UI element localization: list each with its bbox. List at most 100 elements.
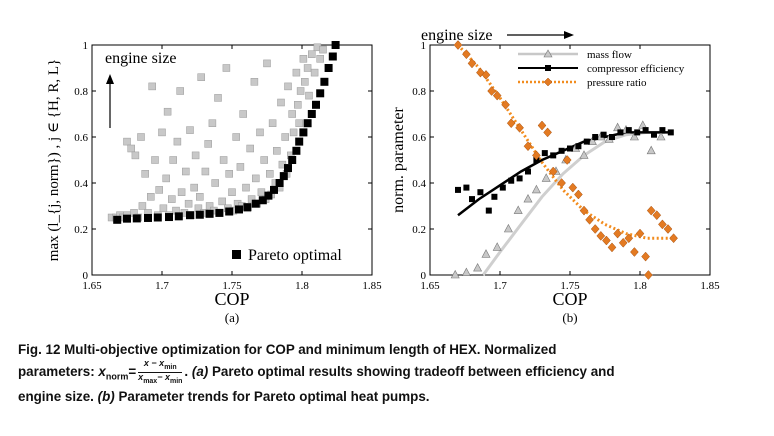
point-series-0 — [138, 202, 147, 210]
caption-fraction: x − xmin xmax− xmin — [138, 358, 183, 386]
caption-frac-num-sub: min — [164, 363, 177, 371]
point-compressor-efficiency — [667, 129, 674, 136]
point-compressor-efficiency — [609, 134, 615, 140]
point-series-0 — [295, 119, 303, 127]
point-pressure-ratio — [532, 150, 541, 161]
figure-caption: Fig. 12 Multi-objective optimization for… — [18, 340, 758, 406]
panel-a-annotation: engine size — [105, 50, 177, 67]
point-pareto-optimal — [328, 52, 337, 61]
point-series-0 — [247, 195, 256, 203]
legend-mass-flow-marker — [543, 49, 553, 58]
legend-compressor-label: compressor efficiency — [587, 63, 685, 75]
point-pressure-ratio — [523, 141, 533, 152]
point-series-0 — [162, 174, 170, 183]
point-series-0 — [301, 78, 309, 86]
panel-b-xlabel: COP — [552, 289, 587, 309]
point-mass-flow — [587, 136, 597, 145]
caption-line-2: parameters: xnorm= x − xmin xmax− xmin. (a… — [18, 359, 758, 387]
point-series-0 — [310, 68, 319, 77]
point-pressure-ratio — [453, 40, 463, 50]
point-series-0 — [228, 188, 236, 196]
point-pressure-ratio — [501, 99, 510, 110]
point-pressure-ratio — [641, 251, 650, 262]
point-series-0 — [214, 94, 222, 102]
point-pareto-optimal — [324, 64, 333, 72]
caption-xnorm: x — [98, 363, 106, 379]
panel-a-legend: Pareto optimal — [232, 247, 342, 264]
figure: 1.65 1.7 1.75 1.8 1.85 0 0.2 0.4 0.6 0.8 1 engine … — [46, 27, 720, 325]
caption-equals: = — [128, 363, 137, 379]
legend-mass-flow-label: mass flow — [587, 49, 632, 61]
point-pareto-optimal — [288, 156, 297, 164]
point-pareto-optimal — [295, 137, 304, 146]
point-series-0 — [294, 101, 302, 109]
panel-a-frame — [91, 44, 373, 276]
point-mass-flow — [492, 242, 502, 251]
point-pareto-optimal — [331, 41, 340, 49]
caption-line-3-text: engine size. — [18, 388, 98, 404]
point-pressure-ratio — [467, 58, 477, 69]
panel-b-ytick-label: 0.8 — [412, 86, 426, 98]
point-mass-flow — [473, 262, 483, 272]
point-pressure-ratio — [548, 166, 558, 177]
point-series-0 — [299, 55, 308, 63]
panel-b-ticks: 1.65 1.7 1.75 1.8 1.85 0 0.2 0.4 0.6 0.8 1 — [412, 40, 720, 292]
caption-panel-a: (a) — [191, 363, 209, 379]
point-pressure-ratio — [462, 49, 471, 60]
point-pareto-optimal — [186, 211, 194, 220]
point-series-0 — [151, 156, 159, 164]
point-pressure-ratio — [590, 224, 600, 234]
point-series-0 — [155, 186, 163, 194]
trend-line-mass-flow — [481, 130, 666, 276]
point-pressure-ratio — [635, 228, 645, 239]
point-mass-flow — [513, 205, 523, 214]
point-series-0 — [236, 163, 245, 171]
point-compressor-efficiency — [469, 196, 475, 203]
point-pareto-optimal — [307, 110, 316, 118]
point-series-0 — [148, 82, 156, 91]
point-pareto-optimal — [243, 203, 252, 212]
panel-b-ytick-label: 0.6 — [412, 132, 426, 144]
point-mass-flow — [646, 145, 656, 155]
caption-params-prefix: parameters: — [18, 363, 99, 379]
point-series-0 — [257, 188, 266, 196]
point-pressure-ratio — [568, 182, 578, 193]
point-compressor-efficiency — [600, 131, 607, 138]
panel-b-xtick-label: 1.8 — [633, 280, 647, 292]
panel-b-annotation-arrowhead — [564, 31, 574, 39]
point-pareto-optimal — [258, 196, 267, 205]
point-series-0 — [292, 68, 301, 77]
point-series-0 — [211, 179, 219, 187]
point-series-0 — [273, 147, 281, 155]
panel-a-ytick-label: 1 — [83, 40, 89, 52]
point-pareto-optimal — [275, 179, 284, 187]
point-series-0 — [296, 87, 305, 95]
point-series-0 — [225, 170, 233, 178]
point-pressure-ratio — [481, 70, 491, 80]
panel-b-ytick-label: 0.2 — [412, 224, 426, 236]
point-pressure-ratio — [506, 118, 516, 129]
point-series-0 — [163, 107, 172, 116]
point-compressor-efficiency — [558, 147, 565, 154]
point-mass-flow — [481, 249, 491, 258]
point-series-0 — [219, 156, 228, 164]
point-compressor-efficiency — [567, 145, 573, 152]
caption-frac-num: x − x — [143, 358, 165, 368]
point-pressure-ratio — [658, 219, 667, 230]
point-pareto-optimal — [165, 213, 173, 222]
point-pressure-ratio — [624, 233, 634, 244]
point-series-0 — [232, 133, 240, 141]
point-compressor-efficiency — [508, 177, 515, 184]
point-pareto-optimal — [270, 185, 278, 194]
point-series-0 — [239, 110, 247, 118]
point-compressor-efficiency — [499, 184, 506, 191]
point-series-0 — [201, 167, 210, 176]
point-series-0 — [252, 174, 260, 183]
point-pressure-ratio — [646, 205, 656, 216]
panel-b-label: (b) — [562, 310, 577, 325]
caption-line-2-rest: Pareto optimal results showing tradeoff … — [208, 363, 615, 379]
point-pareto-optimal — [153, 213, 162, 222]
caption-period: . — [184, 363, 192, 379]
caption-xnorm-sub: norm — [105, 371, 129, 382]
point-compressor-efficiency — [617, 129, 624, 136]
